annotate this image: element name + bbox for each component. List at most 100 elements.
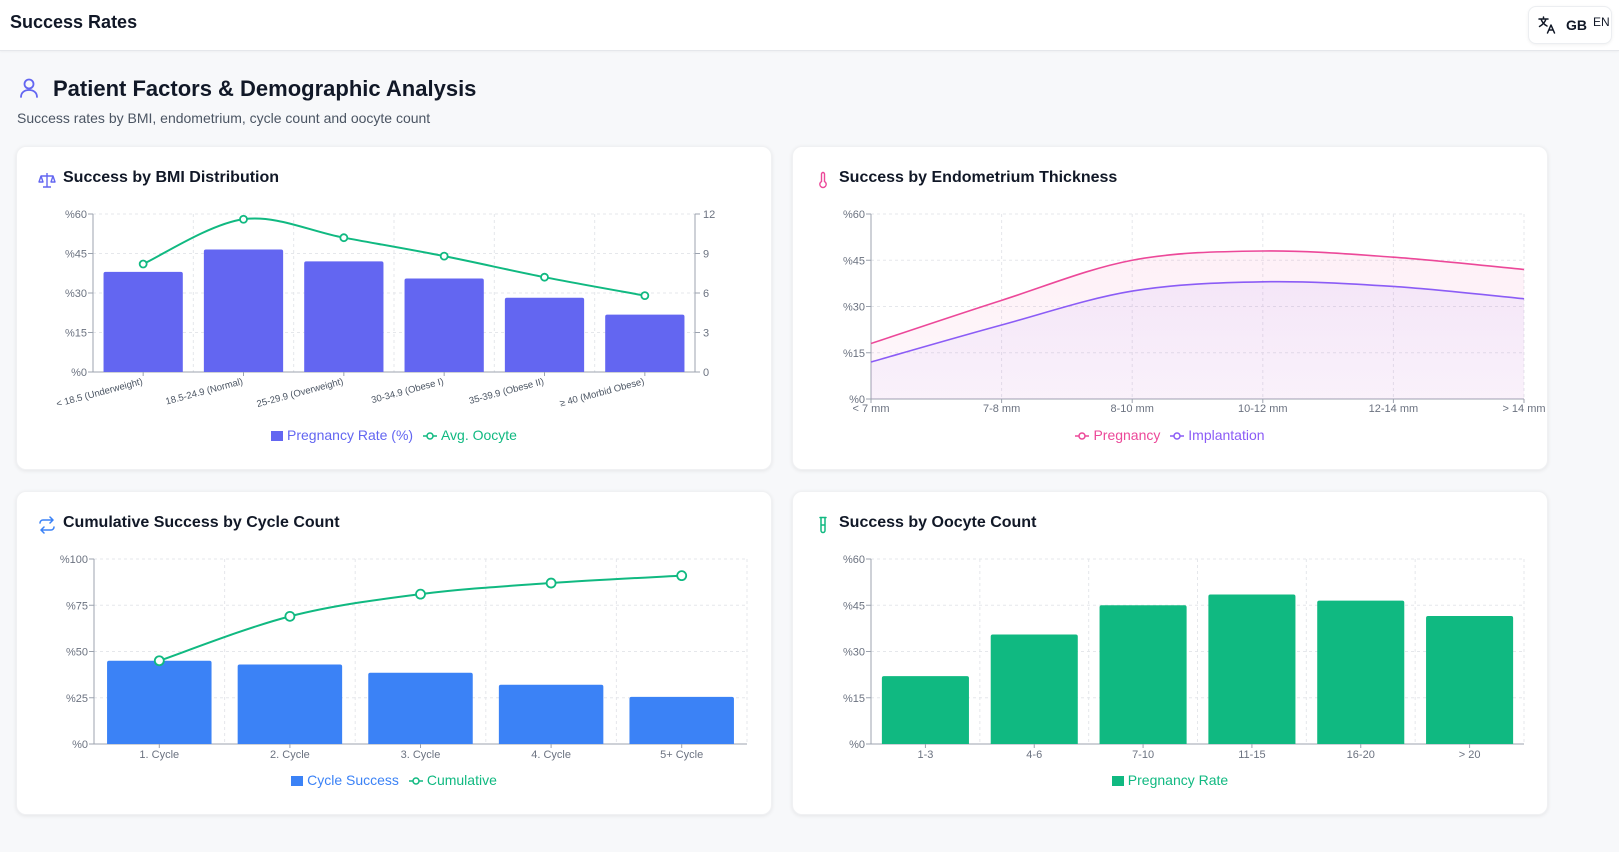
x-tick-label: 35-39.9 (Obese II) [468, 376, 545, 407]
x-tick-label: ≥ 40 (Morbid Obese) [559, 376, 646, 409]
bar [881, 676, 969, 744]
x-tick-label: 25-29.9 (Overweight) [256, 376, 345, 410]
bar [629, 696, 734, 744]
line-point [545, 577, 557, 589]
y-tick-label: %25 [66, 693, 88, 705]
x-tick-label: 1-3 [917, 749, 933, 761]
x-tick-label: 4. Cycle [531, 749, 571, 761]
oocyte-chart-legend: Pregnancy Rate [793, 772, 1547, 788]
x-tick-label: 7-10 [1132, 749, 1154, 761]
line-point [138, 259, 148, 269]
y2-tick-label: 6 [703, 288, 709, 300]
bmi-chart-legend: Pregnancy Rate (%) Avg. Oocyte [17, 427, 771, 443]
legend-swatch-line [1170, 432, 1185, 441]
y-tick-label: %45 [843, 255, 865, 267]
bar [1317, 600, 1405, 744]
x-tick-label: 5+ Cycle [660, 749, 703, 761]
cycle-chart-card: Cumulative Success by Cycle Count %0 %25%… [16, 491, 772, 815]
bmi-chart: %0 %15 %30 %45 %60 < 18.5 (Underweight) 18.5-2… [55, 209, 715, 410]
y-tick-label: %50 [66, 647, 88, 659]
x-tick-label: 30-34.9 (Obese I) [370, 376, 445, 406]
bar [605, 314, 685, 372]
y-tick-label: %0 [72, 739, 88, 751]
y-tick-label: %45 [65, 249, 87, 261]
series-line [870, 280, 1525, 363]
y-tick-label: %60 [843, 209, 865, 221]
cycle-chart-legend: Cycle Success Cumulative [17, 772, 771, 788]
y-tick-label: %15 [843, 348, 865, 360]
line-point [540, 272, 549, 282]
legend-swatch-line [422, 432, 437, 441]
bmi-chart-title: Success by BMI Distribution [63, 169, 280, 186]
x-tick-label: 4-6 [1026, 749, 1042, 761]
y2-tick-label: 12 [703, 209, 715, 221]
y-tick-label: %75 [66, 600, 88, 612]
bar [504, 297, 585, 372]
legend-pregnancy[interactable]: Pregnancy [1075, 427, 1160, 443]
series-area [871, 281, 1524, 399]
line-point [640, 291, 650, 301]
language-switcher[interactable]: GB EN [1528, 6, 1612, 44]
x-tick-label: 18.5-24.9 (Normal) [164, 376, 244, 407]
language-code: EN [1593, 15, 1610, 29]
legend-swatch-line [408, 777, 423, 786]
x-tick-label: 1. Cycle [139, 749, 179, 761]
oocyte-chart-card: Success by Oocyte Count %0 %15 %30 %45 %60 1-… [792, 491, 1548, 815]
x-tick-label: > 14 mm [1502, 403, 1545, 415]
legend-label: Avg. Oocyte [440, 427, 517, 443]
repeat-icon [39, 516, 55, 534]
x-tick-label: 3. Cycle [401, 749, 441, 761]
x-tick-label: > 20 [1459, 749, 1481, 761]
legend-label: Pregnancy [1093, 427, 1161, 443]
legend-cumulative[interactable]: Cumulative [408, 772, 497, 788]
line-point [339, 233, 349, 243]
bar [1208, 594, 1296, 744]
line-point [239, 214, 248, 224]
legend-avg-oocyte[interactable]: Avg. Oocyte [422, 427, 517, 443]
legend-pregnancy-rate[interactable]: Pregnancy Rate (%) [271, 427, 413, 443]
section-subtitle: Success rates by BMI, endometrium, cycle… [17, 110, 431, 126]
legend-implantation[interactable]: Implantation [1170, 427, 1265, 443]
endometrium-chart-title: Success by Endometrium Thickness [839, 169, 1118, 186]
legend-swatch-bar [271, 431, 284, 442]
y2-tick-label: 3 [703, 328, 709, 340]
series-line [158, 574, 682, 662]
bar [404, 278, 484, 372]
line-point [439, 251, 449, 261]
bar [990, 634, 1078, 744]
bmi-chart-card: Success by BMI Distribution %0 %15 %30 %45%… [16, 146, 772, 470]
legend-swatch-bar [1111, 776, 1124, 787]
legend-label: Cumulative [426, 772, 497, 788]
y-tick-label: %0 [71, 367, 87, 379]
test-tube-icon [819, 516, 827, 534]
y-tick-label: %100 [60, 554, 88, 566]
line-point [676, 570, 688, 582]
bar [203, 249, 284, 372]
legend-label: Cycle Success [307, 772, 399, 788]
x-tick-label: < 7 mm [853, 403, 890, 415]
bar [1426, 616, 1514, 744]
bar [103, 271, 183, 372]
legend-label: Pregnancy Rate [1127, 772, 1229, 788]
y-tick-label: %15 [65, 328, 87, 340]
bar [304, 261, 384, 372]
legend-label: Pregnancy Rate (%) [287, 427, 414, 443]
legend-pregnancy-rate[interactable]: Pregnancy Rate [1111, 772, 1229, 788]
y2-tick-label: 0 [703, 367, 709, 379]
scale-icon [38, 173, 56, 188]
bar [237, 664, 343, 744]
top-bar: Success Rates GB EN [0, 0, 1619, 51]
x-tick-label: 8-10 mm [1110, 403, 1153, 415]
endometrium-chart: %0 %15 %30 %45 %60 < 7 mm 7-8 mm 8-10 mm 10-12 m… [843, 209, 1546, 415]
legend-swatch-line [1075, 432, 1090, 441]
bar [368, 672, 473, 744]
legend-cycle-success[interactable]: Cycle Success [291, 772, 399, 788]
cycle-chart: %0 %25 %50 %75 %100 1. Cycle 2. Cycle 3. Cycle 4… [60, 554, 748, 761]
x-tick-label: 10-12 mm [1238, 403, 1288, 415]
x-tick-label: 7-8 mm [983, 403, 1020, 415]
y-tick-label: %30 [843, 302, 865, 314]
y-tick-label: %0 [849, 739, 865, 751]
x-tick-label: 2. Cycle [270, 749, 310, 761]
y-tick-label: %0 [849, 394, 865, 406]
y2-tick-label: 9 [703, 249, 709, 261]
